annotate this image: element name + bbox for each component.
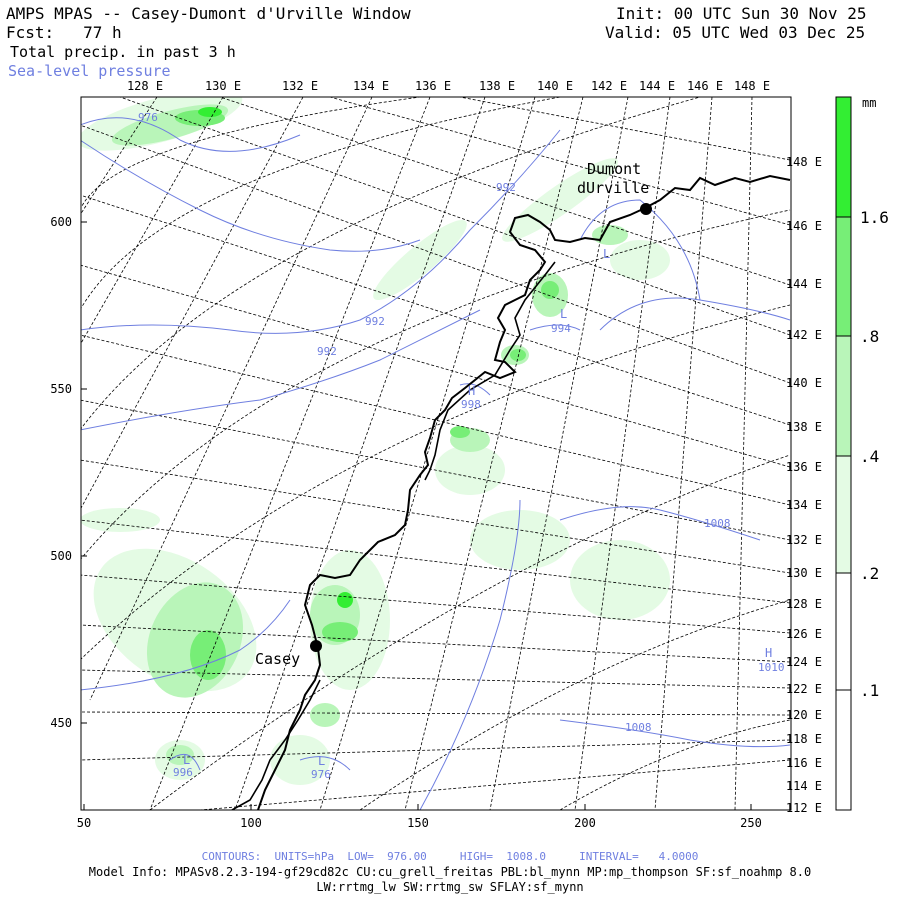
right-lon-label: 144 E xyxy=(786,277,822,291)
init-time: Init: 00 UTC Sun 30 Nov 25 xyxy=(616,4,867,23)
plot-frame xyxy=(80,96,792,811)
station-label-durville: dUrville xyxy=(577,179,649,197)
high-center: H xyxy=(765,646,772,660)
contour-label: 1008 xyxy=(625,721,652,734)
colorbar-label: .2 xyxy=(860,564,879,583)
valid-time: Valid: 05 UTC Wed 03 Dec 25 xyxy=(605,23,866,42)
contour-label: 992 xyxy=(496,181,516,194)
right-lon-label: 114 E xyxy=(786,779,822,793)
contour-label: 992 xyxy=(317,345,337,358)
top-lon-label: 148 E xyxy=(734,79,770,93)
top-lon-labels: 128 E 130 E 132 E 134 E 136 E 138 E 140 … xyxy=(127,79,770,93)
contour-label: 1008 xyxy=(704,517,731,530)
top-lon-label: 132 E xyxy=(282,79,318,93)
bottom-x-labels: 50 100 150 200 250 xyxy=(77,816,762,830)
left-y-label: 550 xyxy=(50,382,72,396)
colorbar-unit: mm xyxy=(862,96,876,110)
contour-label: 976 xyxy=(138,111,158,124)
low-center: L xyxy=(560,307,567,321)
left-y-ticks xyxy=(81,221,87,724)
right-lon-label: 134 E xyxy=(786,498,822,512)
right-lon-label: 112 E xyxy=(786,801,822,815)
top-lon-label: 128 E xyxy=(127,79,163,93)
right-lon-label: 146 E xyxy=(786,219,822,233)
precip-shading xyxy=(81,97,670,785)
latlon-grid xyxy=(81,97,791,810)
right-lon-label: 138 E xyxy=(786,420,822,434)
colorbar-label: .1 xyxy=(860,681,879,700)
dumont-durville-station xyxy=(640,203,652,215)
right-lon-label: 118 E xyxy=(786,732,822,746)
overlay-name: Sea-level pressure xyxy=(8,62,171,80)
top-lon-label: 138 E xyxy=(479,79,515,93)
bottom-x-label: 200 xyxy=(574,816,596,830)
contour-label: 976 xyxy=(311,768,331,781)
pressure-contours xyxy=(81,117,791,810)
right-lon-label: 122 E xyxy=(786,682,822,696)
model-info: Model Info: MPASv8.2.3-194-gf29cd82c CU:… xyxy=(88,865,812,879)
colorbar-band-0-4 xyxy=(836,336,851,456)
right-lon-label: 130 E xyxy=(786,566,822,580)
left-y-label: 450 xyxy=(50,716,72,730)
pressure-centers: L L L H H L xyxy=(183,247,772,768)
contour-label: 998 xyxy=(461,398,481,411)
right-lon-label: 120 E xyxy=(786,708,822,722)
right-lon-label: 126 E xyxy=(786,627,822,641)
low-center: L xyxy=(183,753,190,767)
colorbar-band-below xyxy=(836,690,851,810)
colorbar: mm 1.6 .8 .4 .2 .1 xyxy=(835,96,889,811)
map-title: AMPS MPAS -- Casey-Dumont d'Urville Wind… xyxy=(6,4,411,23)
colorbar-band-1-6 xyxy=(836,97,851,217)
colorbar-band-0-1 xyxy=(836,573,851,690)
low-center: L xyxy=(603,247,610,261)
coastline xyxy=(257,174,791,810)
right-lon-label: 142 E xyxy=(786,328,822,342)
right-lon-labels: 148 E 146 E 144 E 142 E 140 E 138 E 136 … xyxy=(786,155,822,815)
left-y-label: 600 xyxy=(50,215,72,229)
right-lon-label: 128 E xyxy=(786,597,822,611)
contour-label: 992 xyxy=(365,315,385,328)
colorbar-label: .8 xyxy=(860,327,879,346)
station-label-casey: Casey xyxy=(255,650,300,668)
low-center: L xyxy=(318,754,325,768)
contour-label: 996 xyxy=(173,766,193,779)
forecast-hour: Fcst: 77 h xyxy=(6,23,122,42)
right-lon-label: 124 E xyxy=(786,655,822,669)
top-lon-label: 136 E xyxy=(415,79,451,93)
contour-label: 994 xyxy=(551,322,571,335)
field-name: Total precip. in past 3 h xyxy=(10,43,236,61)
right-lon-label: 116 E xyxy=(786,756,822,770)
bottom-x-ticks xyxy=(83,804,752,810)
colorbar-band-0-2 xyxy=(836,456,851,573)
top-lon-label: 146 E xyxy=(687,79,723,93)
top-lon-label: 140 E xyxy=(537,79,573,93)
left-y-labels: 600 550 500 450 xyxy=(50,215,72,730)
bottom-x-label: 250 xyxy=(740,816,762,830)
top-lon-label: 134 E xyxy=(353,79,389,93)
right-lon-label: 148 E xyxy=(786,155,822,169)
right-lon-label: 140 E xyxy=(786,376,822,390)
contour-label: 1010 xyxy=(758,661,785,674)
coastline-south xyxy=(231,679,321,810)
contour-labels: 976 992 992 992 994 998 1008 1008 1010 9… xyxy=(138,111,785,781)
top-lon-label: 144 E xyxy=(639,79,675,93)
top-lon-label: 142 E xyxy=(591,79,627,93)
station-label-dumont: Dumont xyxy=(587,160,641,178)
physics-info: LW:rrtmg_lw SW:rrtmg_sw SFLAY:sf_mynn xyxy=(316,880,584,894)
colorbar-band-0-8 xyxy=(836,217,851,336)
colorbar-label: .4 xyxy=(860,447,879,466)
ice-shelf-edge xyxy=(424,261,556,481)
right-lon-label: 136 E xyxy=(786,460,822,474)
right-lon-label: 132 E xyxy=(786,533,822,547)
left-y-label: 500 xyxy=(50,549,72,563)
colorbar-label: 1.6 xyxy=(860,208,889,227)
bottom-x-label: 100 xyxy=(240,816,262,830)
bottom-x-label: 50 xyxy=(77,816,91,830)
casey-station xyxy=(310,640,322,652)
high-center: H xyxy=(468,384,475,398)
contour-info: CONTOURS: UNITS=hPa LOW= 976.00 HIGH= 10… xyxy=(201,850,699,863)
bottom-x-label: 150 xyxy=(407,816,429,830)
top-lon-label: 130 E xyxy=(205,79,241,93)
